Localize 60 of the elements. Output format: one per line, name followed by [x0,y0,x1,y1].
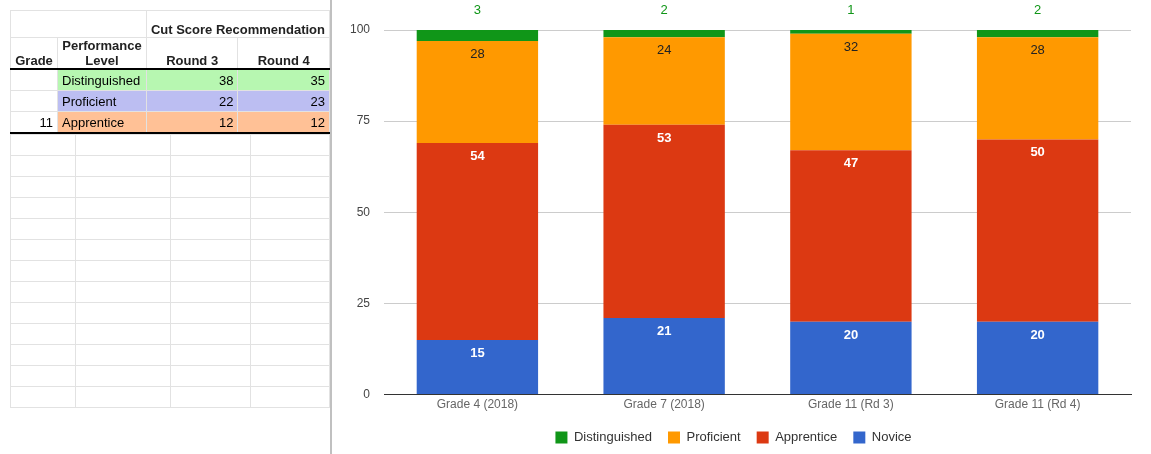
legend-label: Proficient [686,429,742,445]
bar [976,139,1099,322]
legend-label: Apprentice [775,429,838,445]
text: 38 [218,72,234,88]
x-tick-label: Grade 11 (Rd 3) [807,397,894,412]
y-tick-label: 25 [356,295,371,310]
text: Round 3 [166,53,219,68]
text: Grade [15,53,53,68]
data-label: 53 [656,129,672,145]
data-label: 50 [1030,144,1045,160]
bar [416,339,539,395]
x-tick-label: Grade 4 (2018) [436,397,519,412]
text: Round 4 [257,53,310,68]
y-tick-label: 50 [356,204,371,219]
x-tick-label: Grade 7 (2018) [623,397,705,412]
text: Distinguished [62,72,141,88]
bar [976,321,1099,395]
bar [976,30,1099,38]
bar [416,40,539,144]
bar [603,124,725,319]
data-label: 21 [656,323,672,339]
y-tick-label: 75 [356,113,371,128]
data-label: 47 [843,155,859,171]
legend-label: Distinguished [573,429,652,445]
bar [416,30,539,41]
data-label: 2 [1034,1,1042,17]
text: Proficient [62,93,117,109]
data-label: 24 [656,42,672,58]
bar [603,318,725,395]
y-tick-label: 100 [349,22,371,37]
bar [790,30,912,34]
data-label: 28 [470,46,485,62]
bar [603,37,725,125]
text: Apprentice [62,114,125,130]
data-label: 1 [847,1,855,17]
text: 12 [218,114,234,130]
bar [790,321,912,395]
bar [603,30,725,38]
data-label: 28 [1030,42,1045,58]
text: 23 [310,93,325,109]
data-label: 2 [660,1,668,17]
data-label: 54 [470,148,486,164]
bar [790,33,912,151]
data-label: 20 [843,326,859,342]
data-label: 32 [843,38,859,54]
bar [976,37,1099,140]
bar [416,143,539,340]
text: 11 [39,114,54,130]
data-label: 3 [473,1,482,17]
bar [790,150,912,322]
text: Cut Score Recommendation [146,10,330,38]
text: 12 [310,114,325,130]
text: Performance Level [62,38,142,68]
text: 22 [218,93,234,109]
data-label: 20 [1030,326,1045,342]
x-tick-label: Grade 11 (Rd 4) [994,397,1081,412]
legend-label: Novice [871,429,912,445]
text: 35 [310,72,325,88]
y-tick-label: 0 [363,386,371,401]
data-label: 15 [470,344,485,360]
